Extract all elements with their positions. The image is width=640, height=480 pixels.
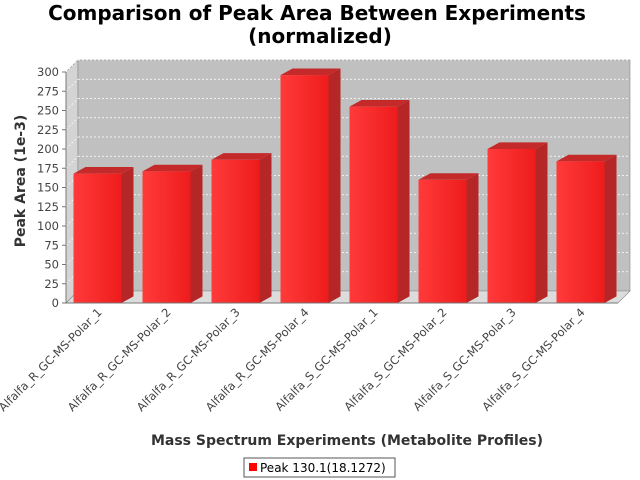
y-tick-label: 175 xyxy=(37,161,59,175)
bar-top xyxy=(418,173,479,180)
gridline-side xyxy=(65,252,79,265)
gridline-side xyxy=(65,156,79,169)
bar-side xyxy=(397,100,410,303)
x-axis: Alfalfa_R_GC-MS-Polar_1Alfalfa_R_GC-MS-P… xyxy=(0,302,618,414)
legend-swatch xyxy=(249,463,257,471)
y-tick-label: 250 xyxy=(37,104,59,118)
bar-front xyxy=(418,179,467,303)
bar-front xyxy=(211,159,260,303)
legend-box xyxy=(243,457,396,478)
gridline-side xyxy=(65,59,79,73)
bar xyxy=(280,68,341,303)
gridline-side xyxy=(65,136,79,150)
y-tick-label: 200 xyxy=(37,142,59,156)
gridline-side xyxy=(65,194,79,207)
bar-side xyxy=(190,164,203,303)
bar xyxy=(556,154,617,303)
bar-side xyxy=(259,153,272,303)
y-tick-label: 25 xyxy=(44,277,59,291)
y-tick-label: 225 xyxy=(37,123,59,137)
bar-side xyxy=(604,154,617,303)
gridline-side xyxy=(65,98,79,111)
bar-top xyxy=(142,164,203,172)
y-tick-label: 125 xyxy=(37,200,59,214)
gridline-side xyxy=(65,117,79,130)
chart-subtitle: (normalized) xyxy=(248,24,392,48)
bar xyxy=(349,100,410,304)
chart-title: Comparison of Peak Area Between Experime… xyxy=(48,1,586,25)
y-tick-label: 0 xyxy=(52,296,59,310)
bars xyxy=(73,68,617,304)
bar-side xyxy=(328,68,341,303)
y-tick-label: 275 xyxy=(37,84,59,98)
bar-front xyxy=(556,161,605,303)
bar xyxy=(211,153,272,303)
y-tick-label: 300 xyxy=(37,65,59,79)
bar-top xyxy=(556,154,617,162)
x-axis-label: Mass Spectrum Experiments (Metabolite Pr… xyxy=(151,433,543,449)
gridline-side xyxy=(65,271,79,284)
bar-top xyxy=(73,167,134,174)
gridline-side xyxy=(65,175,79,188)
bar-front xyxy=(142,171,191,303)
y-tick-label: 100 xyxy=(37,219,59,233)
gridline-side xyxy=(65,79,79,92)
y-tick-label: 50 xyxy=(44,258,59,272)
y-tick-label: 150 xyxy=(37,181,59,195)
bar xyxy=(418,173,479,303)
y-axis: 0 25 50 75 100 125 150 175 200 225 250 275 300 xyxy=(37,65,67,310)
bar xyxy=(73,167,134,303)
legend: Peak 130.1(18.1272) xyxy=(243,457,396,478)
bar-front xyxy=(349,106,398,304)
bar-top xyxy=(349,100,410,107)
gridline-side xyxy=(65,233,79,246)
bar-side xyxy=(535,142,548,303)
gridline-side xyxy=(65,213,79,227)
bar xyxy=(142,164,203,303)
bar-front xyxy=(73,173,122,303)
bar-front xyxy=(280,75,329,303)
bar-front xyxy=(487,149,536,303)
y-axis-label: Peak Area (1e-3) xyxy=(13,115,29,248)
bar-top xyxy=(487,142,548,149)
bar-top xyxy=(211,153,272,160)
legend-label: Peak 130.1(18.1272) xyxy=(260,461,386,475)
y-tick-label: 75 xyxy=(44,238,59,252)
bar-side xyxy=(121,167,134,303)
bar-side xyxy=(466,173,479,303)
bar-top xyxy=(280,68,341,76)
bar xyxy=(487,142,548,303)
